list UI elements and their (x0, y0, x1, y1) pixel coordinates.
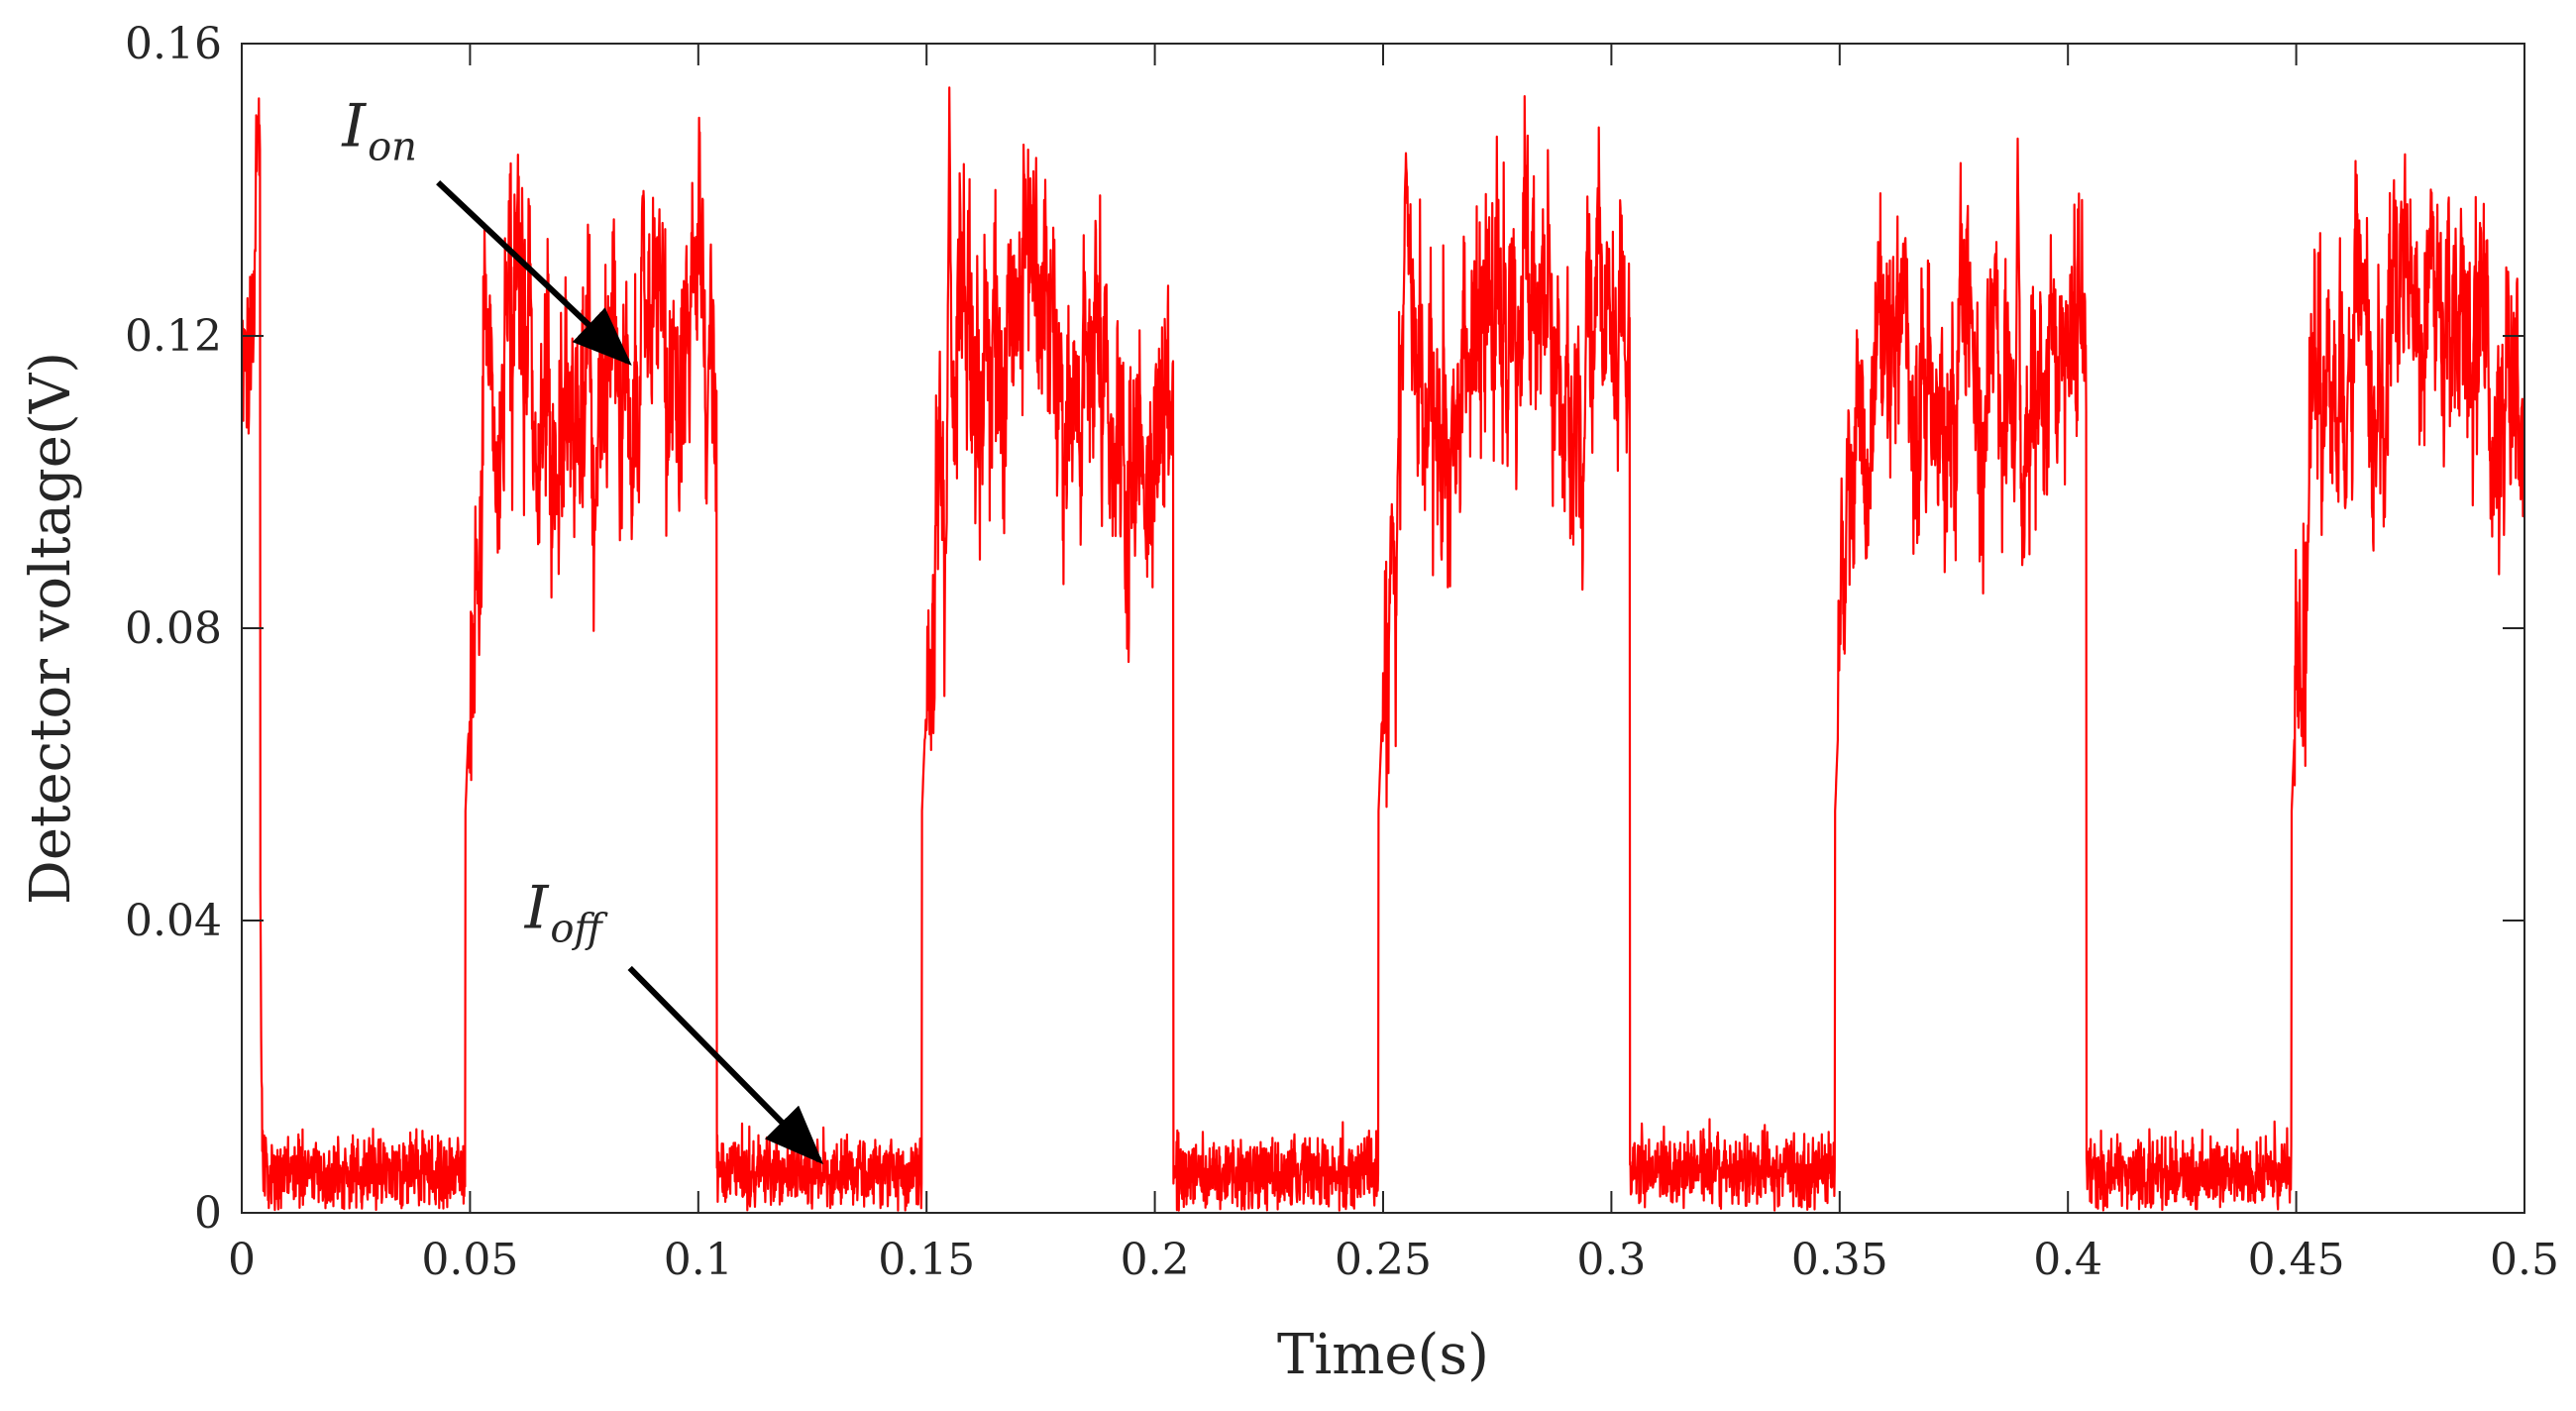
annotation-arrow-ioff (627, 965, 824, 1165)
x-tick-label: 0 (228, 1235, 256, 1285)
y-tick-label: 0.04 (125, 896, 222, 946)
x-tick-label: 0.35 (1791, 1235, 1888, 1285)
y-axis-title: Detector voltage(V) (19, 352, 83, 905)
x-tick-label: 0.4 (2033, 1235, 2102, 1285)
annotations: Ion Ioff (341, 91, 824, 1165)
x-axis-title: Time(s) (1277, 1323, 1489, 1387)
y-tick-label: 0.12 (125, 311, 222, 362)
annotation-ion: Ion (341, 91, 632, 366)
x-tick-label: 0.1 (664, 1235, 733, 1285)
annotation-ioff: Ioff (524, 873, 824, 1165)
y-tick-label: 0.16 (125, 19, 222, 69)
x-tick-label: 0.25 (1335, 1235, 1432, 1285)
axes (241, 43, 2525, 1214)
y-tick-label: 0.08 (125, 603, 222, 654)
annotation-label-ioff: Ioff (524, 873, 609, 951)
x-tick-label: 0.2 (1121, 1235, 1190, 1285)
annotation-label-ion: Ion (341, 91, 417, 169)
x-tick-label: 0.3 (1576, 1235, 1646, 1285)
y-tick-label: 0 (194, 1188, 222, 1239)
x-tick-label: 0.15 (878, 1235, 975, 1285)
x-tick-label: 0.5 (2490, 1235, 2559, 1285)
series-line-detector-voltage (242, 86, 2524, 1212)
plot-area (242, 86, 2524, 1212)
annotation-arrow-ion (436, 179, 632, 366)
x-tick-label: 0.45 (2248, 1235, 2345, 1285)
axis-labels: 0 0.05 0.1 0.15 0.2 0.25 0.3 0.35 0.4 0.45 0.5 0 0.0… (19, 19, 2559, 1387)
x-tick-label: 0.05 (421, 1235, 518, 1285)
